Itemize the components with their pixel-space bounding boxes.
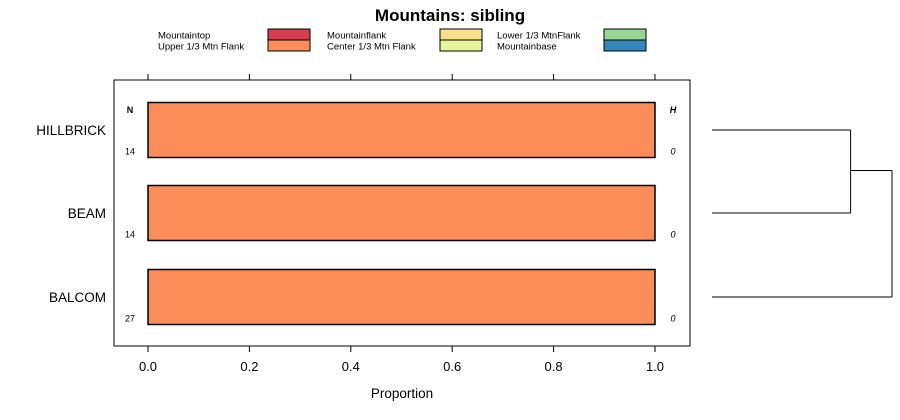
legend-label: Center 1/3 Mtn Flank [327, 42, 416, 53]
legend-swatch [439, 28, 483, 41]
bar-segment [147, 101, 656, 159]
legend-swatch [603, 39, 647, 52]
x-tick-label: 0.4 [342, 359, 360, 374]
x-tick-label: 0.2 [240, 359, 258, 374]
n-value: 27 [125, 314, 135, 324]
category-labels: HILLBRICK BEAM BALCOM [36, 123, 106, 305]
h-value: 0 [670, 314, 675, 324]
bar-segment [147, 268, 656, 326]
h-value: 0 [670, 230, 675, 240]
chart-title: Mountains: sibling [375, 6, 525, 25]
legend-label: Mountainflank [327, 31, 386, 42]
x-axis-label: Proportion [371, 386, 433, 401]
h-value: 0 [670, 147, 675, 157]
bars [147, 101, 656, 326]
legend-label: Mountainbase [497, 42, 557, 53]
legend-swatch [603, 28, 647, 41]
legend-swatch [267, 28, 311, 41]
plot-panel [113, 79, 691, 347]
legend-swatch [439, 39, 483, 52]
bar-segment [147, 184, 656, 242]
n-value: 14 [125, 230, 135, 240]
h-header: H [670, 105, 677, 115]
legend-label: Mountaintop [158, 31, 210, 42]
legend-label: Lower 1/3 MtnFlank [497, 31, 581, 42]
legend-swatch [267, 39, 311, 52]
side-annotations: N H 14 0 14 0 27 0 [125, 105, 677, 324]
category-label: HILLBRICK [36, 123, 106, 138]
legend-label: Upper 1/3 Mtn Flank [158, 42, 244, 53]
category-label: BEAM [68, 206, 106, 221]
x-tick-label: 0.8 [545, 359, 563, 374]
n-value: 14 [125, 147, 135, 157]
x-axis: 0.0 0.2 0.4 0.6 0.8 1.0 [139, 74, 664, 374]
x-tick-label: 0.6 [443, 359, 461, 374]
n-header: N [127, 105, 134, 115]
x-tick-label: 0.0 [139, 359, 157, 374]
category-label: BALCOM [49, 290, 106, 305]
dendrogram [712, 129, 893, 298]
x-tick-label: 1.0 [646, 359, 664, 374]
